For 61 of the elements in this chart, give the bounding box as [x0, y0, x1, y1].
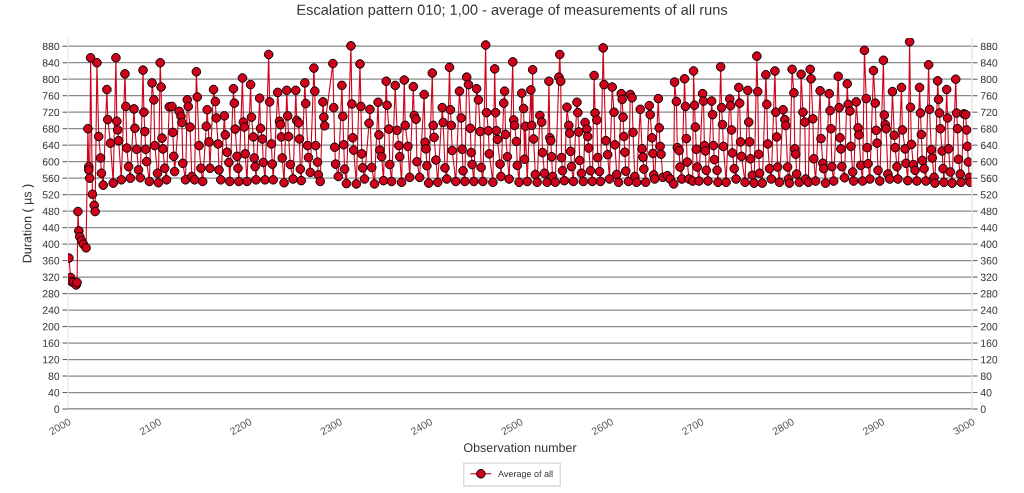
- y2-tick-label: 40: [980, 389, 992, 397]
- y-tick-label: 440: [42, 224, 60, 232]
- y2-tick-label: 840: [980, 59, 998, 67]
- y-tick-label: 120: [43, 356, 60, 364]
- y2-tick-label: 480: [980, 207, 998, 216]
- y2-tick-label: 400: [980, 240, 998, 248]
- y-tick-label: 600: [42, 158, 60, 166]
- y-tick-label: 520: [42, 191, 60, 199]
- y2-tick-label: 640: [980, 141, 998, 150]
- x-tick-label: 2900: [862, 417, 886, 436]
- x-tick-label: 2400: [410, 417, 434, 436]
- x-tick-label: 2300: [319, 417, 343, 436]
- y2-tick-label: 200: [980, 323, 998, 331]
- y2-tick-label: 320: [980, 273, 998, 281]
- x-tick-label: 2200: [229, 417, 253, 436]
- y-tick-label: 0: [54, 405, 60, 413]
- x-tick-label: 2600: [590, 417, 614, 436]
- y2-tick-label: 440: [980, 224, 998, 232]
- y-tick-label: 80: [48, 372, 60, 380]
- y-tick-label: 320: [42, 273, 60, 281]
- y2-tick-label: 600: [980, 158, 998, 166]
- y-tick-label: 160: [43, 339, 60, 347]
- y2-tick-label: 360: [980, 257, 998, 265]
- y-tick-label: 40: [48, 389, 60, 397]
- x-tick-label: 2700: [681, 417, 705, 436]
- y-tick-label: 720: [42, 108, 60, 117]
- y2-tick-label: 520: [980, 191, 998, 199]
- y-tick-label: 480: [42, 207, 60, 216]
- y-tick-label: 240: [42, 306, 60, 314]
- y2-tick-label: 720: [980, 108, 998, 117]
- x-tick-label: 3000: [952, 417, 976, 436]
- y2-tick-label: 760: [980, 92, 998, 100]
- y-tick-label: 760: [42, 92, 60, 100]
- x-tick-label: 2800: [771, 417, 795, 436]
- y2-tick-label: 160: [981, 339, 998, 347]
- x-tick-label: 2500: [500, 417, 524, 436]
- y2-tick-label: 80: [980, 372, 992, 380]
- y2-tick-label: 680: [980, 125, 998, 133]
- y2-tick-label: 280: [980, 290, 998, 298]
- y-tick-label: 680: [42, 125, 60, 133]
- y2-tick-label: 560: [980, 174, 998, 183]
- x-axis-title: Observation number: [463, 442, 577, 453]
- legend-label: Average of all: [498, 470, 553, 479]
- y-tick-label: 360: [42, 257, 60, 265]
- y-tick-label: 280: [42, 290, 60, 298]
- y-axis-title: Duration ( µs ): [22, 184, 34, 263]
- chart-title: Escalation pattern 010; 1,00 - average of measurements of all runs: [297, 4, 728, 18]
- y-tick-label: 400: [42, 240, 60, 248]
- y2-tick-label: 0: [980, 405, 986, 413]
- x-tick-label: 2000: [48, 417, 72, 436]
- y-tick-label: 200: [42, 323, 60, 331]
- y-tick-label: 640: [42, 141, 60, 150]
- y2-tick-label: 800: [980, 75, 998, 84]
- y2-tick-label: 240: [980, 306, 998, 314]
- y-tick-label: 880: [42, 42, 60, 51]
- y-tick-label: 840: [42, 59, 60, 67]
- y2-tick-label: 120: [981, 356, 998, 364]
- y-tick-label: 800: [42, 75, 60, 84]
- x-tick-label: 2100: [138, 417, 162, 436]
- y-tick-label: 560: [42, 174, 60, 183]
- y2-tick-label: 880: [980, 42, 998, 51]
